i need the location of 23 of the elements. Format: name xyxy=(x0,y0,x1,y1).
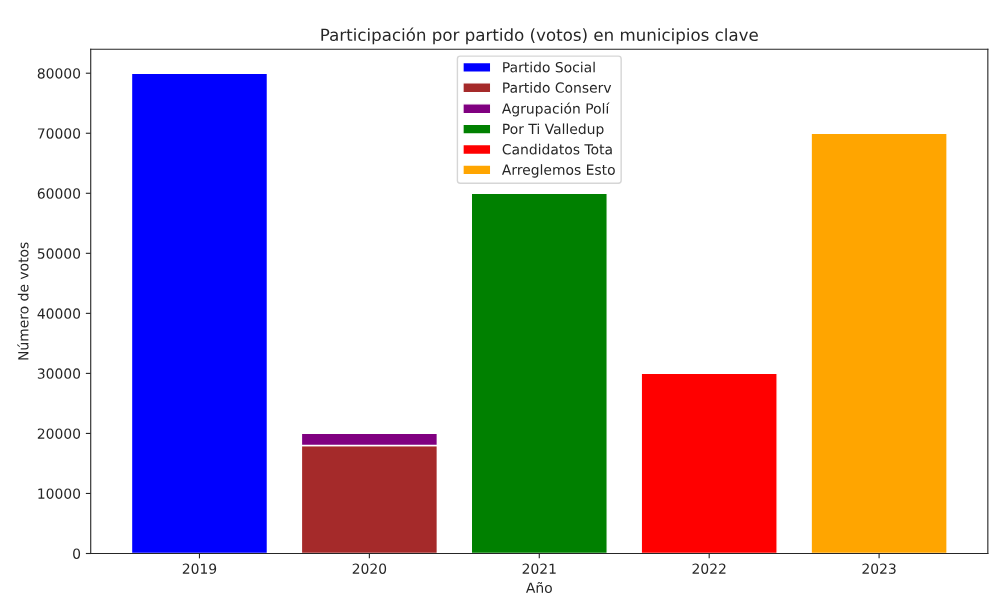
y-tick-label: 0 xyxy=(73,548,81,559)
legend-label: Arreglemos Esto xyxy=(501,164,615,178)
legend-label: Agrupación Polí xyxy=(501,102,610,117)
x-tick-label: 2019 xyxy=(182,563,217,574)
x-axis-title: Año xyxy=(525,581,552,593)
legend-label: Por Ti Valledup xyxy=(503,123,604,137)
y-tick-label: 10000 xyxy=(38,488,81,499)
x-tick-label: 2020 xyxy=(352,563,387,574)
y-tick-label: 80000 xyxy=(37,68,81,79)
legend-label: Candidatos Tota xyxy=(502,143,612,155)
chart-title: Participación por partido (votos) en municipios clave xyxy=(321,27,758,45)
y-tick-label: 30000 xyxy=(37,368,81,379)
x-tick-label: 2021 xyxy=(522,563,556,574)
y-tick-label: 20000 xyxy=(37,428,81,439)
legend-label: Partido Conserv xyxy=(503,82,612,93)
legend-label: Partido Social xyxy=(503,61,595,73)
y-axis-title: Número de votos xyxy=(17,242,29,360)
y-tick-label: 40000 xyxy=(37,308,81,319)
x-tick-label: 2022 xyxy=(692,563,726,574)
y-tick-label: 50000 xyxy=(37,248,81,259)
x-tick-label: 2023 xyxy=(862,563,896,574)
y-tick-label: 70000 xyxy=(37,128,81,139)
y-tick-label: 60000 xyxy=(37,188,81,199)
